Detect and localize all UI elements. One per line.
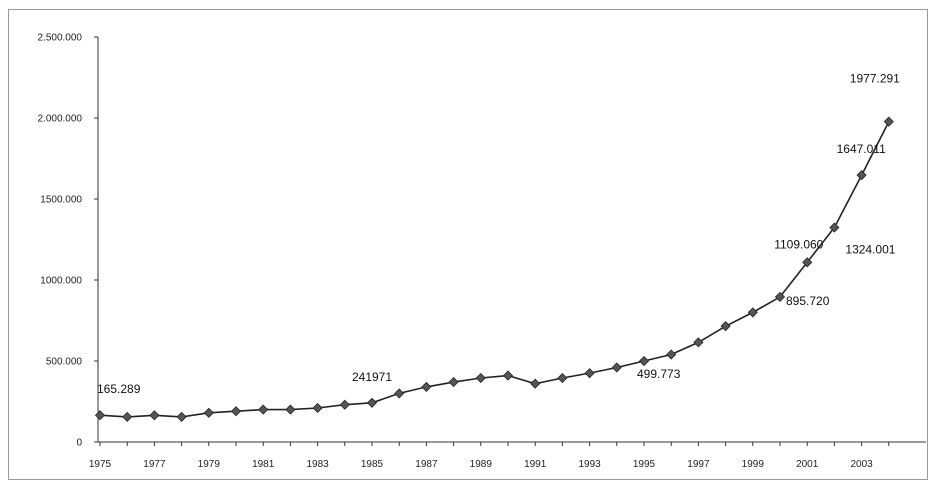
x-tick-label: 1975 bbox=[89, 459, 112, 470]
data-point bbox=[312, 402, 323, 414]
data-point bbox=[448, 376, 459, 388]
y-tick-label: 1000.000 bbox=[40, 276, 82, 287]
data-label: 499.773 bbox=[637, 367, 681, 381]
x-tick-label: 2001 bbox=[796, 459, 819, 470]
chart-frame bbox=[8, 9, 928, 480]
x-tick-label: 1993 bbox=[578, 459, 601, 470]
data-point bbox=[530, 378, 541, 389]
x-tick-label: 1977 bbox=[143, 459, 166, 470]
y-tick-label: 1500.000 bbox=[40, 195, 82, 206]
data-point bbox=[258, 404, 269, 415]
data-point bbox=[176, 411, 187, 422]
data-point bbox=[285, 404, 296, 415]
x-tick-label: 1997 bbox=[687, 459, 710, 470]
data-point bbox=[122, 411, 133, 422]
data-point bbox=[611, 362, 622, 373]
data-point bbox=[94, 410, 106, 421]
x-tick-label: 1983 bbox=[306, 459, 329, 470]
x-tick-label: 2003 bbox=[850, 459, 873, 470]
data-point bbox=[230, 406, 242, 417]
data-point bbox=[856, 170, 867, 181]
x-tick-label: 1999 bbox=[742, 459, 765, 470]
data-label: 895.720 bbox=[786, 294, 830, 308]
x-tick-label: 1995 bbox=[633, 459, 656, 470]
data-label: 1109.060 bbox=[774, 237, 823, 251]
data-label: 241971 bbox=[352, 370, 392, 384]
data-point bbox=[366, 397, 378, 408]
data-label: 165.289 bbox=[97, 382, 141, 396]
x-tick-label: 1987 bbox=[415, 459, 438, 470]
data-point bbox=[475, 372, 486, 384]
data-label: 1647.011 bbox=[837, 142, 886, 156]
data-point bbox=[339, 399, 350, 410]
data-point bbox=[883, 116, 894, 127]
data-label: 1324.001 bbox=[845, 243, 895, 257]
data-point bbox=[502, 370, 514, 381]
y-tick-label: 500.000 bbox=[46, 357, 83, 368]
data-point bbox=[638, 355, 650, 367]
data-point bbox=[557, 372, 568, 384]
data-point bbox=[774, 291, 786, 302]
data-point bbox=[421, 381, 432, 392]
y-tick-label: 2.000.000 bbox=[38, 114, 83, 125]
data-point bbox=[203, 407, 214, 418]
data-point bbox=[666, 349, 677, 360]
x-tick-label: 1979 bbox=[198, 459, 221, 470]
x-tick-label: 1985 bbox=[361, 459, 384, 470]
data-label: 1977.291 bbox=[850, 72, 900, 86]
data-point bbox=[747, 307, 758, 318]
y-tick-label: 2.500.000 bbox=[38, 33, 83, 44]
x-tick-label: 1981 bbox=[252, 459, 275, 470]
series-line bbox=[99, 121, 890, 418]
x-tick-label: 1989 bbox=[470, 459, 493, 470]
y-tick-label: 0 bbox=[76, 438, 82, 449]
data-point bbox=[584, 368, 595, 379]
data-point bbox=[802, 257, 813, 268]
data-point bbox=[394, 388, 405, 399]
x-tick-label: 1991 bbox=[524, 459, 547, 470]
data-point bbox=[720, 321, 731, 332]
data-point bbox=[829, 222, 840, 233]
data-point bbox=[693, 337, 704, 348]
data-point bbox=[149, 410, 160, 421]
